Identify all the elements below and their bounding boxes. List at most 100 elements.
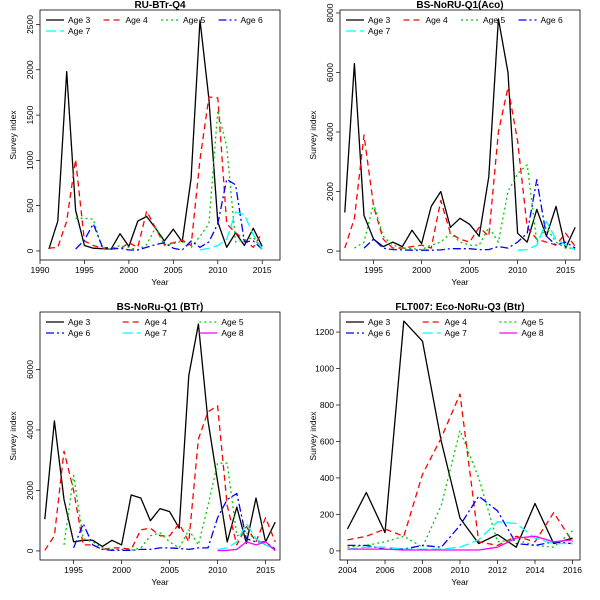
x-tick-label: 2008	[413, 565, 432, 575]
x-tick-label: 1995	[364, 265, 383, 275]
series-lines	[48, 19, 263, 251]
x-tick-label: 2015	[256, 565, 275, 575]
x-tick-label: 2004	[338, 565, 357, 575]
chart-title: BS-NoRu-Q1 (BTr)	[117, 302, 204, 313]
series-line-age-3	[344, 18, 576, 249]
series-line-age-6	[72, 492, 276, 551]
y-tick-label: 1200	[315, 327, 334, 337]
y-tick-label: 6000	[25, 360, 35, 379]
legend-label: Age 6	[241, 15, 263, 25]
legend-label: Age 4	[126, 15, 148, 25]
chart-panel-3: BS-NoRu-Q1 (BTr) 1995 2000 2005 2010 2015 0 200…	[8, 302, 281, 587]
legend-label: Age 5	[483, 15, 505, 25]
chart-title: BS-NoRU-Q1(Aco)	[416, 0, 503, 11]
series-line-age-6	[363, 178, 576, 251]
series-line-age-7	[347, 521, 573, 550]
y-tick-label: 2000	[25, 481, 35, 500]
y-tick-label: 2000	[325, 182, 335, 201]
legend-label: Age 5	[183, 15, 205, 25]
x-tick-label: 2006	[376, 565, 395, 575]
series-line-age-6	[75, 178, 263, 251]
y-tick-label: 2500	[25, 15, 35, 34]
legend-label: Age 3	[68, 317, 90, 327]
series-line-age-7	[199, 211, 263, 251]
x-tick-label: 2005	[164, 265, 183, 275]
legend-label: Age 4	[426, 15, 448, 25]
plot-frame	[339, 9, 581, 261]
x-tick-label: 2000	[112, 565, 131, 575]
y-tick-label: 1000	[25, 151, 35, 170]
y-axis-label: Survey index	[308, 411, 318, 461]
x-tick-label: 2000	[412, 265, 431, 275]
y-tick-label: 2000	[25, 60, 35, 79]
y-tick-label: 500	[25, 198, 35, 212]
chart-panel-1: RU-BTr-Q4 1990 1995 2000 2005 2010 2015 0 500 100…	[8, 0, 281, 287]
legend-label: Age 4	[145, 317, 167, 327]
legend-label: Age 8	[221, 328, 243, 338]
legend-label: Age 7	[368, 26, 390, 36]
x-axis-label: Year	[151, 277, 168, 287]
y-tick-label: 0	[329, 546, 334, 556]
series-line-age-3	[346, 320, 573, 548]
series-line-age-6	[347, 495, 573, 550]
legend-label: Age 5	[521, 317, 543, 327]
series-line-age-8	[347, 535, 573, 551]
x-tick-label: 2014	[526, 565, 545, 575]
series-line-age-4	[48, 96, 263, 250]
y-tick-label: 0	[325, 248, 335, 253]
legend-label: Age 6	[541, 15, 563, 25]
x-tick-label: 1990	[31, 265, 50, 275]
y-axis-label: Survey index	[308, 110, 318, 160]
legend-label: Age 3	[68, 15, 90, 25]
series-line-age-4	[44, 405, 276, 551]
series-line-age-7	[217, 523, 276, 551]
series-line-age-5	[347, 429, 573, 548]
x-tick-label: 2005	[460, 265, 479, 275]
y-tick-label: 800	[320, 400, 334, 410]
series-line-age-5	[354, 164, 576, 251]
chart-panel-2: BS-NoRU-Q1(Aco) 1995 2000 2005 2010 2015 0 2000…	[308, 0, 581, 287]
chart-title: RU-BTr-Q4	[134, 0, 186, 11]
plot-frame	[39, 9, 281, 261]
y-tick-label: 8000	[325, 3, 335, 22]
y-axis-label: Survey index	[8, 110, 18, 160]
series-line-age-3	[44, 323, 276, 548]
legend-label: Age 6	[368, 328, 390, 338]
x-tick-label: 2010	[451, 565, 470, 575]
x-axis-label: Year	[451, 277, 468, 287]
series-line-age-3	[48, 19, 263, 250]
plot-frame	[39, 311, 281, 561]
series-lines	[44, 323, 276, 552]
x-tick-label: 2012	[488, 565, 507, 575]
y-tick-label: 0	[25, 548, 35, 553]
y-tick-label: 600	[320, 436, 334, 446]
y-tick-label: 6000	[325, 63, 335, 82]
y-tick-label: 400	[320, 473, 334, 483]
x-axis-label: Year	[451, 577, 468, 587]
x-tick-label: 2010	[508, 265, 527, 275]
legend-label: Age 3	[368, 15, 390, 25]
x-tick-label: 2000	[119, 265, 138, 275]
x-tick-label: 2015	[556, 265, 575, 275]
series-line-age-4	[344, 86, 576, 249]
y-tick-label: 200	[320, 509, 334, 519]
x-tick-label: 2015	[253, 265, 272, 275]
x-axis-label: Year	[151, 577, 168, 587]
x-tick-label: 2010	[208, 265, 227, 275]
series-line-age-7	[517, 220, 576, 251]
x-tick-label: 2010	[208, 565, 227, 575]
legend-label: Age 7	[68, 26, 90, 36]
x-tick-label: 2005	[160, 565, 179, 575]
series-lines	[344, 18, 576, 251]
y-tick-label: 4000	[325, 122, 335, 141]
legend-label: Age 8	[521, 328, 543, 338]
y-axis-label: Survey index	[8, 411, 18, 461]
legend-label: Age 7	[145, 328, 167, 338]
legend-label: Age 7	[445, 328, 467, 338]
series-line-age-5	[75, 109, 263, 251]
x-tick-label: 1995	[75, 265, 94, 275]
series-line-age-8	[217, 541, 276, 552]
legend-label: Age 6	[68, 328, 90, 338]
y-tick-label: 1000	[315, 364, 334, 374]
